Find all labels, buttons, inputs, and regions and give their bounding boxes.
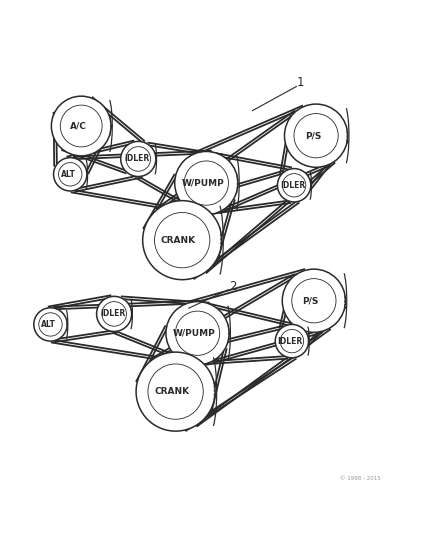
Circle shape (291, 279, 335, 323)
Circle shape (142, 200, 221, 280)
Circle shape (293, 114, 337, 158)
Circle shape (126, 147, 150, 171)
Circle shape (277, 168, 310, 202)
Text: 1: 1 (296, 77, 304, 90)
Circle shape (154, 213, 209, 268)
Text: CRANK: CRANK (160, 236, 195, 245)
Circle shape (96, 296, 131, 332)
Circle shape (166, 302, 229, 365)
Text: W/PUMP: W/PUMP (181, 179, 224, 188)
Text: IDLER: IDLER (124, 155, 149, 164)
Circle shape (60, 105, 102, 147)
Circle shape (284, 104, 347, 167)
Text: IDLER: IDLER (99, 310, 125, 318)
Circle shape (34, 308, 67, 341)
Text: W/PUMP: W/PUMP (173, 329, 215, 338)
Text: © 1998 - 2015: © 1998 - 2015 (339, 476, 379, 481)
Circle shape (282, 174, 305, 197)
Circle shape (102, 302, 126, 326)
Text: P/S: P/S (304, 131, 320, 140)
Circle shape (279, 329, 303, 353)
Circle shape (184, 161, 228, 205)
Text: 2: 2 (228, 280, 236, 293)
Circle shape (275, 325, 308, 358)
Circle shape (174, 151, 237, 215)
Text: IDLER: IDLER (279, 181, 304, 190)
Text: ALT: ALT (61, 170, 76, 179)
Text: CRANK: CRANK (154, 387, 189, 396)
Text: P/S: P/S (302, 296, 318, 305)
Circle shape (136, 352, 215, 431)
Circle shape (148, 364, 203, 419)
Circle shape (53, 158, 87, 191)
Circle shape (175, 311, 219, 356)
Circle shape (51, 96, 111, 156)
Circle shape (120, 141, 155, 176)
Text: A/C: A/C (70, 122, 86, 131)
Text: ALT: ALT (41, 320, 56, 329)
Circle shape (39, 313, 62, 336)
Circle shape (58, 163, 82, 186)
Text: IDLER: IDLER (277, 337, 302, 345)
Circle shape (282, 269, 345, 333)
